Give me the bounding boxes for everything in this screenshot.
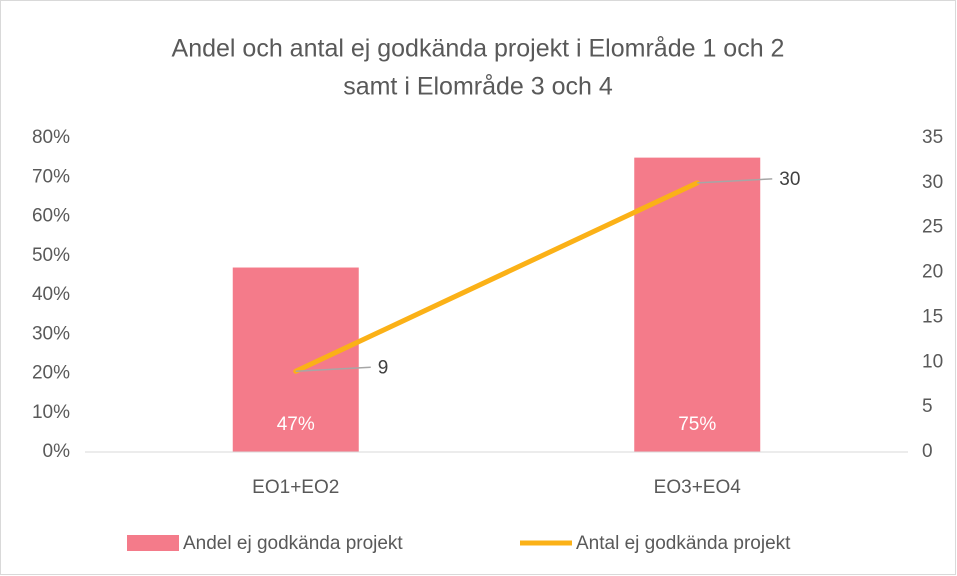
y-tick-label: 10% (32, 402, 70, 423)
y-tick-label: 40% (32, 284, 70, 305)
bar-value-label: 75% (678, 414, 716, 435)
y2-tick-label: 20 (922, 262, 943, 283)
line-value-label: 30 (779, 169, 800, 190)
legend-label: Antal ej godkända projekt (576, 533, 791, 554)
x-tick-label: EO3+EO4 (654, 477, 742, 498)
leader-line (295, 366, 371, 373)
y2-tick-label: 10 (922, 351, 943, 372)
bar (634, 157, 761, 452)
chart-title: Andel och antal ej godkända projekt i El… (172, 35, 785, 63)
y-tick-label: 70% (32, 166, 70, 187)
legend-swatch (127, 535, 179, 551)
y2-tick-label: 5 (922, 396, 933, 417)
bar (232, 267, 359, 452)
y2-tick-label: 0 (922, 441, 933, 462)
y-tick-label: 0% (43, 441, 71, 462)
y2-tick-label: 35 (922, 127, 943, 148)
legend-label: Andel ej godkända projekt (183, 533, 403, 554)
line (293, 180, 700, 374)
y2-tick-label: 25 (922, 217, 943, 238)
y-tick-label: 60% (32, 206, 70, 227)
y2-tick-label: 15 (922, 306, 943, 327)
chart-title: samt i Elområde 3 och 4 (343, 73, 613, 101)
leader-line (697, 178, 773, 184)
y-tick-label: 30% (32, 323, 70, 344)
y-tick-label: 50% (32, 245, 70, 266)
y-tick-label: 20% (32, 363, 70, 384)
x-tick-label: EO1+EO2 (252, 477, 339, 498)
y-tick-label: 80% (32, 127, 70, 148)
y2-tick-label: 30 (922, 172, 943, 193)
line-value-label: 9 (378, 357, 389, 378)
bar-value-label: 47% (277, 414, 315, 435)
